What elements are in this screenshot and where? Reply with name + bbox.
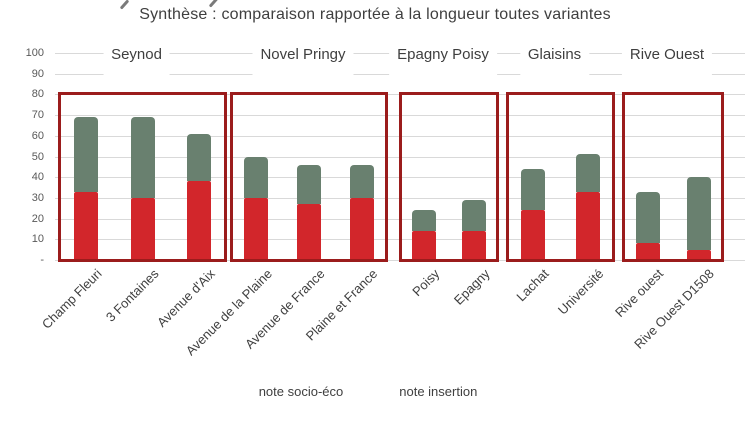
- y-axis-tick-label: 60: [31, 129, 44, 142]
- gridline: [55, 260, 745, 261]
- x-axis-label: Poisy: [409, 266, 443, 300]
- y-axis-tick-label: 10: [31, 233, 44, 246]
- gridline: [55, 135, 745, 137]
- bar-segment-socio-eco: [686, 249, 711, 260]
- chart-title: Synthèse : comparaison rapportée à la lo…: [139, 6, 611, 23]
- bar-segment-socio-eco: [349, 197, 374, 260]
- legend-label-socio-eco: note socio-éco: [258, 384, 344, 399]
- bar-segment-insertion: [462, 199, 486, 232]
- y-axis-tick-label: 40: [31, 171, 44, 184]
- bar-segment-socio-eco: [297, 204, 321, 260]
- legend: note socio-éco note insertion: [0, 384, 734, 399]
- bar-segment-insertion: [575, 154, 600, 192]
- bar-segment-insertion: [686, 177, 711, 250]
- legend-label-insertion: note insertion: [399, 384, 478, 399]
- bar-segment-socio-eco: [74, 191, 99, 260]
- y-axis-tick-label: 100: [25, 47, 44, 59]
- bar-segment-socio-eco: [412, 231, 436, 260]
- x-axis-label: Epagny: [450, 266, 493, 308]
- y-axis-tick-label: -: [40, 254, 44, 266]
- bar-segment-socio-eco: [635, 243, 660, 260]
- gridline: [55, 94, 745, 96]
- legend-item-insertion: note insertion: [381, 384, 477, 399]
- y-axis-tick-label: 90: [31, 67, 44, 80]
- x-axis-label: Avenue d'Aix: [153, 266, 218, 330]
- x-axis-label: Lachat: [513, 266, 552, 305]
- group-label: Glaisins: [519, 42, 590, 75]
- bar-segment-insertion: [349, 164, 374, 198]
- bar-segment-socio-eco: [244, 197, 269, 260]
- y-axis-tick-label: 50: [31, 150, 44, 163]
- bar-segment-insertion: [412, 210, 436, 231]
- bar-segment-insertion: [130, 117, 155, 198]
- bar-segment-socio-eco: [186, 181, 211, 260]
- x-axis-label: Université: [554, 266, 607, 318]
- y-axis-tick-label: 20: [31, 212, 44, 225]
- group-label: Rive Ouest: [621, 42, 713, 75]
- legend-item-socio-eco: note socio-éco: [241, 384, 344, 399]
- group-label: Seynod: [103, 42, 170, 75]
- legend-swatch-insertion-icon: [381, 385, 394, 398]
- group-label: Novel Pringy: [252, 42, 354, 75]
- x-axis-label: Rive ouest: [612, 266, 667, 321]
- y-axis-tick-label: 30: [31, 191, 44, 204]
- bar-segment-insertion: [521, 168, 546, 211]
- bar-segment-socio-eco: [575, 191, 600, 260]
- group-label: Epagny Poisy: [389, 42, 497, 75]
- bar-segment-insertion: [244, 156, 269, 198]
- y-axis-tick-label: 80: [31, 88, 44, 101]
- gridline: [55, 156, 745, 158]
- bar-segment-socio-eco: [462, 231, 486, 260]
- bar-segment-insertion: [74, 117, 99, 192]
- x-axis-label: 3 Fontaines: [102, 266, 162, 325]
- gridline: [55, 177, 745, 179]
- bar-segment-insertion: [186, 133, 211, 182]
- bar-segment-insertion: [297, 164, 321, 205]
- legend-swatch-socio-eco-icon: [241, 385, 254, 398]
- bar-segment-socio-eco: [521, 210, 546, 260]
- y-axis-tick-label: 70: [31, 109, 44, 122]
- gridline: [55, 115, 745, 117]
- bar-segment-socio-eco: [130, 197, 155, 260]
- bar-segment-insertion: [635, 191, 660, 244]
- x-axis-label: Champ Fleuri: [38, 266, 105, 332]
